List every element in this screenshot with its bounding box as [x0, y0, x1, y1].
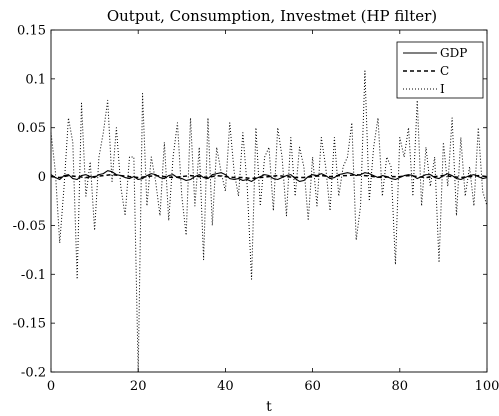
y-tick-label: 0.05 — [17, 121, 46, 136]
series-line-gdp — [50, 170, 488, 183]
x-tick-label: 20 — [130, 379, 147, 394]
series-line-i — [50, 70, 488, 373]
legend: GDP C I — [396, 41, 484, 99]
legend-label-gdp: GDP — [440, 46, 467, 60]
y-tick-label: -0.1 — [21, 268, 46, 283]
y-tick-label: -0.2 — [21, 366, 46, 381]
y-tick-label: -0.05 — [13, 219, 46, 234]
y-tick-label: 0.15 — [17, 24, 46, 39]
legend-label-i: I — [440, 82, 445, 96]
ticks-layer: 0 20 40 60 80 100 -0.2 -0.15 -0.1 -0.05 0 0.05 0.1 0.… — [13, 24, 499, 395]
x-tick-label: 0 — [47, 379, 55, 394]
chart-title: Output, Consumption, Investmet (HP filte… — [107, 7, 437, 25]
legend-label-c: C — [440, 64, 449, 78]
x-tick-label: 60 — [304, 379, 321, 394]
data-layer — [50, 70, 488, 373]
x-tick-label: 80 — [392, 379, 409, 394]
y-tick-label: 0.1 — [25, 72, 46, 87]
x-tick-label: 100 — [475, 379, 499, 394]
plot-frame — [50, 29, 488, 373]
y-tick-label: -0.15 — [13, 317, 46, 332]
x-tick-label: 40 — [217, 379, 234, 394]
legend-box — [396, 41, 484, 99]
y-tick-label: 0 — [38, 170, 46, 185]
x-axis-label: t — [266, 399, 272, 415]
